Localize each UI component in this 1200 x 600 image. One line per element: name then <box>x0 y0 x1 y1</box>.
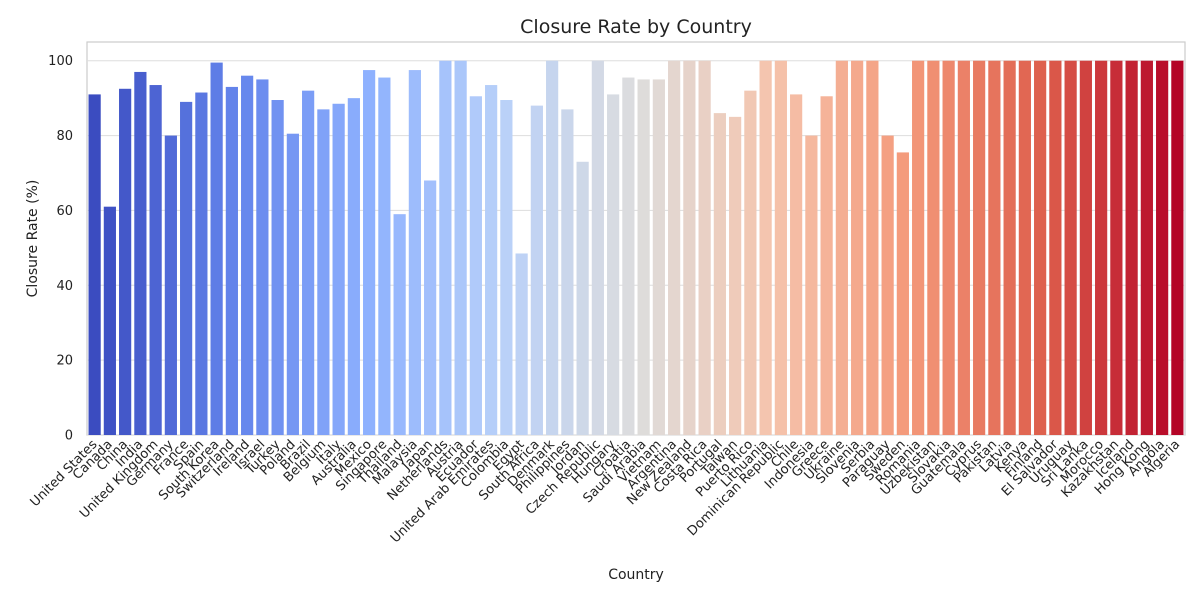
bar <box>591 60 604 435</box>
bar <box>652 79 665 435</box>
bar <box>881 135 894 436</box>
bar <box>286 133 299 435</box>
bar <box>454 60 467 435</box>
bar <box>103 206 116 435</box>
bar <box>393 214 406 435</box>
bar <box>515 253 528 435</box>
bar <box>683 60 696 435</box>
bar <box>1003 60 1016 435</box>
bar <box>546 60 559 435</box>
bar <box>988 60 1001 435</box>
bar <box>88 94 101 436</box>
bar <box>637 79 650 435</box>
bar <box>439 60 452 435</box>
bar <box>1034 60 1047 435</box>
bar <box>1095 60 1108 435</box>
bar <box>744 90 757 436</box>
bar <box>1049 60 1062 435</box>
bar <box>469 96 482 436</box>
bar <box>866 60 879 435</box>
bar <box>408 70 421 436</box>
bar <box>164 135 177 436</box>
bar <box>530 105 543 435</box>
bar <box>942 60 955 435</box>
bar <box>729 116 742 435</box>
y-tick-label: 40 <box>56 279 73 294</box>
bar <box>912 60 925 435</box>
y-gridlines <box>87 60 1185 436</box>
bar <box>561 109 574 435</box>
y-axis-ticks: 0 20 40 60 80 100 <box>48 54 73 443</box>
bar <box>302 90 315 436</box>
bar <box>317 109 330 435</box>
bar <box>347 98 360 436</box>
y-tick-label: 100 <box>48 54 73 69</box>
bar <box>896 152 909 435</box>
bars-group <box>88 60 1184 436</box>
bar <box>927 60 940 435</box>
bar <box>1156 60 1169 435</box>
bar <box>835 60 848 435</box>
x-axis-label: Country <box>608 567 664 583</box>
chart-title: Closure Rate by Country <box>520 16 752 38</box>
y-tick-label: 80 <box>56 129 73 144</box>
bar <box>210 62 223 435</box>
bar <box>485 85 498 436</box>
y-tick-label: 60 <box>56 204 73 219</box>
bar <box>149 85 162 436</box>
bar <box>180 101 193 435</box>
bar <box>424 180 437 435</box>
bar <box>1110 60 1123 435</box>
bar <box>790 94 803 436</box>
bar <box>607 94 620 436</box>
bar <box>332 103 345 435</box>
bar <box>256 79 269 435</box>
bar <box>1079 60 1092 435</box>
bar <box>500 100 513 435</box>
bar <box>713 113 726 435</box>
bar <box>119 88 132 436</box>
y-tick-label: 20 <box>56 354 73 369</box>
bar <box>851 60 864 435</box>
bar <box>774 60 787 435</box>
bar <box>225 86 238 436</box>
y-tick-label: 0 <box>65 429 73 444</box>
bar <box>820 96 833 436</box>
bar <box>698 60 711 435</box>
bar <box>378 77 391 436</box>
bar <box>759 60 772 435</box>
plot-area <box>86 41 1186 436</box>
bar <box>1125 60 1138 435</box>
y-axis-label: Closure Rate (%) <box>25 180 41 298</box>
bar <box>1140 60 1153 435</box>
bar <box>271 100 284 435</box>
bar <box>241 75 254 435</box>
bar <box>973 60 986 435</box>
bar <box>1171 60 1184 435</box>
bar <box>1018 60 1031 435</box>
bar <box>622 77 635 436</box>
bar <box>805 135 818 436</box>
bar <box>576 161 589 435</box>
bar <box>668 60 681 435</box>
bar <box>134 71 147 435</box>
bar <box>363 70 376 436</box>
bar <box>1064 60 1077 435</box>
bar <box>957 60 970 435</box>
bar <box>195 92 208 436</box>
